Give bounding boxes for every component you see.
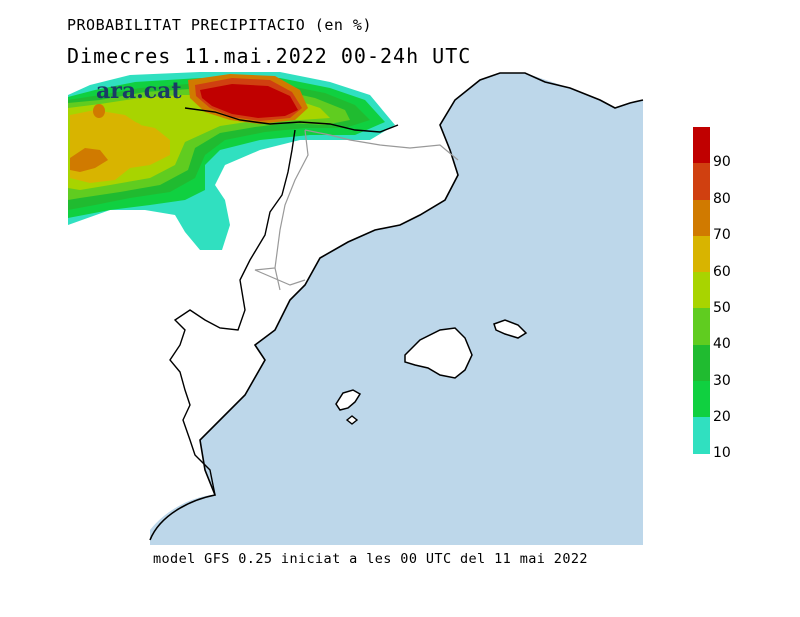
colorbar-swatch-80 — [693, 163, 710, 200]
precip-zone-70 — [70, 148, 108, 172]
colorbar-swatch-10 — [693, 417, 710, 454]
colorbar-label-40: 40 — [713, 336, 731, 352]
precip-spot-60 — [124, 122, 142, 134]
colorbar-label-50: 50 — [713, 300, 731, 316]
island-mallorca — [404, 327, 473, 379]
colorbar-swatch-50 — [693, 272, 710, 309]
precip-zone-90 — [200, 84, 298, 118]
colorbar-swatch-70 — [693, 199, 710, 236]
colorbar-label-60: 60 — [713, 264, 731, 280]
island-eivissa — [335, 389, 362, 411]
colorbar-swatch-90plus — [693, 127, 710, 164]
precip-spot-70 — [93, 104, 105, 118]
colorbar — [693, 127, 710, 454]
chart-subtitle: Dimecres 11.mai.2022 00-24h UTC — [67, 44, 472, 68]
colorbar-label-10: 10 — [713, 445, 731, 461]
colorbar-label-80: 80 — [713, 191, 731, 207]
colorbar-label-70: 70 — [713, 227, 731, 243]
border-france-spain — [184, 107, 399, 133]
colorbar-label-20: 20 — [713, 409, 731, 425]
sea-area — [150, 73, 643, 545]
colorbar-label-90: 90 — [713, 154, 731, 170]
island-formentera — [345, 415, 359, 425]
colorbar-swatch-30 — [693, 344, 710, 382]
border-aragon-catalonia — [169, 129, 296, 496]
island-menorca — [493, 319, 528, 339]
model-footer: model GFS 0.25 iniciat a les 00 UTC del … — [153, 551, 588, 567]
colorbar-swatch-60 — [693, 235, 710, 273]
precip-shading — [68, 72, 395, 250]
regional-boundary-inner — [254, 129, 459, 291]
colorbar-swatch-40 — [693, 308, 710, 345]
colorbar-label-30: 30 — [713, 373, 731, 389]
chart-title: PROBABILITAT PRECIPITACIO (en %) — [67, 16, 372, 34]
aracat-logo: ara.cat — [96, 78, 182, 104]
colorbar-swatch-20 — [693, 381, 710, 418]
coastline — [149, 72, 644, 541]
